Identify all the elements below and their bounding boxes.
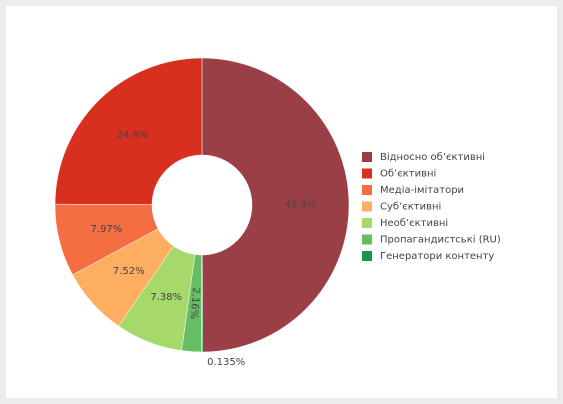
legend-label: Генератори контенту (380, 251, 494, 262)
slice-label: 0.135% (207, 357, 245, 368)
slice-label: 49.9% (285, 200, 317, 211)
slice (201, 57, 350, 353)
slice-label: 7.38% (150, 292, 182, 303)
slice-label: 7.97% (91, 224, 123, 235)
legend-swatch (362, 201, 372, 212)
legend-swatch (362, 168, 372, 179)
legend-swatch (362, 218, 372, 228)
slice-label: 7.52% (113, 266, 145, 277)
legend-swatch (362, 185, 372, 195)
legend-swatch (362, 152, 372, 162)
legend-label: Відносно об’єктивні (380, 151, 485, 163)
legend-label: Пропагандистські (RU) (380, 234, 501, 246)
legend-label: Суб’єктивні (380, 201, 441, 213)
slice (54, 57, 203, 205)
slice (201, 254, 204, 353)
legend-label: Необ’єктивні (380, 217, 448, 229)
legend-label: Медіа-імітатори (380, 184, 464, 196)
slice-label: 2.16% (188, 287, 201, 319)
slice-label: 24.9% (117, 130, 149, 141)
legend-swatch (362, 234, 372, 245)
legend-label: Об’єктивні (380, 168, 436, 180)
legend-swatch (362, 251, 372, 261)
